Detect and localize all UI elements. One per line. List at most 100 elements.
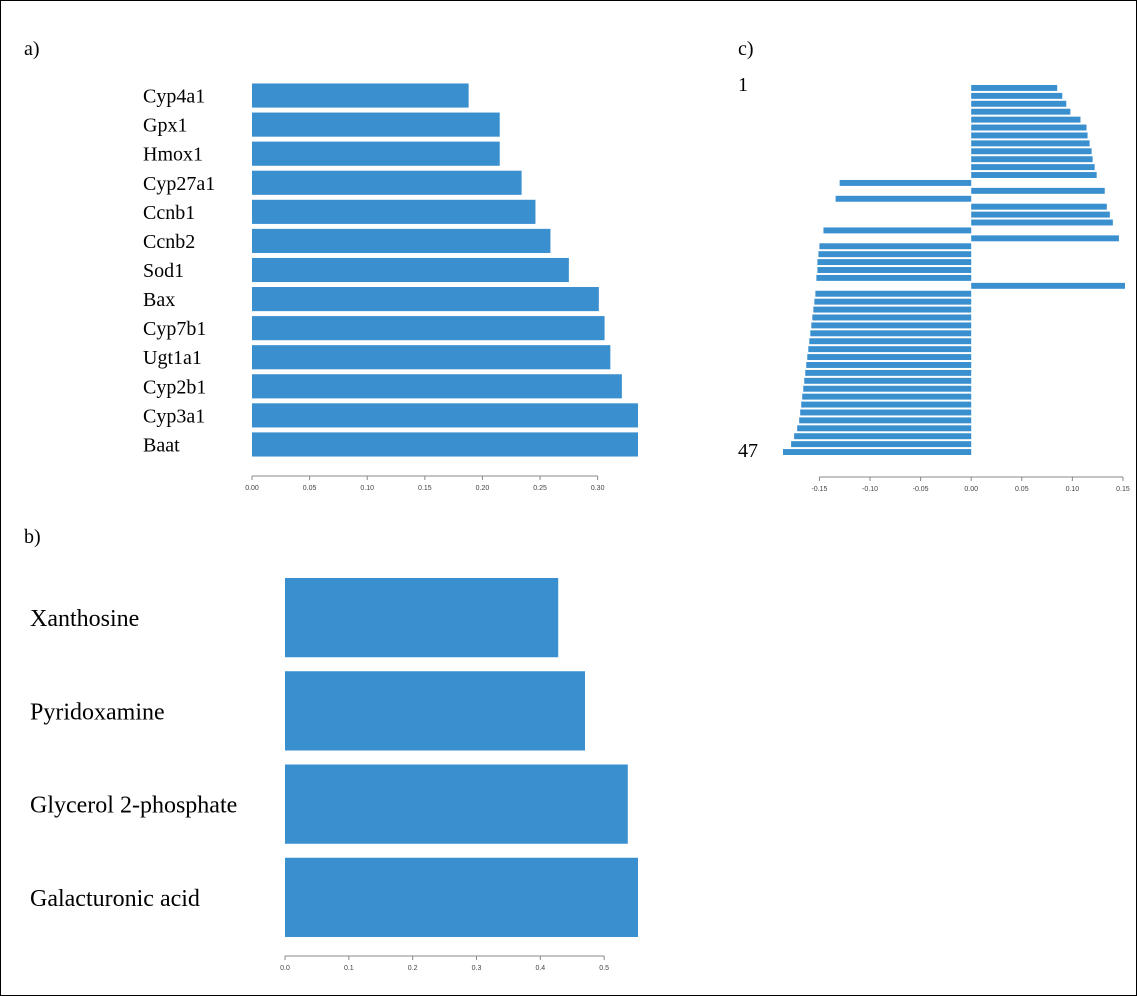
chart-c-first-label: 1 bbox=[738, 74, 748, 96]
chart-c-bar bbox=[971, 108, 1071, 115]
chart-c-bar bbox=[971, 164, 1095, 171]
chart-c-bar bbox=[804, 377, 972, 384]
chart-c-bar bbox=[819, 243, 972, 250]
chart-c-bar bbox=[971, 148, 1092, 155]
chart-c-bar bbox=[817, 267, 972, 273]
chart-c-bar bbox=[814, 298, 972, 305]
chart-a-bar bbox=[252, 316, 605, 341]
chart-a-category-label: Cyp3a1 bbox=[143, 405, 205, 427]
chart-a-category-label: Bax bbox=[143, 289, 175, 311]
chart-b-bar bbox=[285, 671, 586, 751]
chart-c-tick-label: 0.10 bbox=[1066, 486, 1080, 493]
chart-b-category-label: Xanthosine bbox=[30, 606, 139, 632]
chart-a-tick-label: 0.15 bbox=[418, 485, 432, 492]
chart-c-bar bbox=[807, 354, 972, 361]
chart-a-tick-label: 0.25 bbox=[533, 485, 547, 492]
chart-c-bar bbox=[806, 362, 972, 368]
chart-c-bar bbox=[971, 140, 1090, 147]
chart-c-bar bbox=[971, 116, 1081, 123]
chart-c-bar bbox=[802, 393, 972, 400]
chart-c-bar bbox=[971, 156, 1093, 163]
chart-c-bar bbox=[971, 211, 1110, 218]
chart-a-bar bbox=[252, 141, 500, 166]
chart-c-tick-label: 0.15 bbox=[1116, 486, 1130, 493]
chart-a-category-label: Ugt1a1 bbox=[143, 347, 202, 369]
chart-a-category-label: Cyp4a1 bbox=[143, 86, 205, 108]
chart-c-bar bbox=[835, 195, 972, 202]
chart-a-category-label: Ccnb1 bbox=[143, 202, 195, 224]
chart-c-bar bbox=[797, 425, 972, 432]
chart-a-tick-label: 0.00 bbox=[245, 485, 259, 492]
chart-c-tick-label: -0.15 bbox=[811, 486, 827, 493]
chart-a-bar bbox=[252, 199, 536, 224]
chart-a-bar bbox=[252, 170, 522, 195]
chart-c-bar bbox=[971, 124, 1087, 131]
chart-a-bar bbox=[252, 403, 638, 428]
chart-b-tick-label: 0.5 bbox=[599, 965, 609, 972]
chart-a-category-label: Hmox1 bbox=[143, 144, 203, 166]
chart-c-bar bbox=[812, 314, 972, 321]
chart-c-bar bbox=[813, 306, 972, 313]
chart-c-bar bbox=[816, 274, 972, 281]
chart-b-category-label: Pyridoxamine bbox=[30, 699, 165, 725]
chart-c-bar bbox=[810, 330, 972, 337]
panel-b-label: b) bbox=[24, 526, 41, 548]
chart-b-tick-label: 0.2 bbox=[408, 965, 418, 972]
chart-c-bar bbox=[817, 259, 972, 266]
chart-a-tick-label: 0.10 bbox=[360, 485, 374, 492]
chart-a: Cyp4a1 Gpx1 Hmox1 Cyp27a1 Ccnb1 Ccnb2 Sod1 Bax C… bbox=[143, 83, 638, 492]
chart-c-bar bbox=[815, 290, 972, 297]
chart-c-bar bbox=[791, 441, 972, 448]
chart-b: Xanthosine Pyridoxamine Glycerol 2-phospha… bbox=[30, 577, 638, 972]
chart-c-bar bbox=[783, 449, 972, 456]
chart-b-tick-label: 0.0 bbox=[280, 965, 290, 972]
chart-b-tick-label: 0.3 bbox=[472, 965, 482, 972]
chart-c-bar bbox=[971, 282, 1125, 289]
chart-b-category-label: Galacturonic acid bbox=[30, 886, 200, 912]
panel-c-label: c) bbox=[738, 38, 754, 60]
chart-a-category-label: Sod1 bbox=[143, 260, 184, 282]
chart-c-bar bbox=[818, 251, 972, 258]
chart-c-bar bbox=[971, 172, 1097, 178]
chart-b-category-label: Glycerol 2-phosphate bbox=[30, 793, 237, 819]
chart-a-bar bbox=[252, 432, 638, 457]
chart-b-bar bbox=[285, 577, 559, 658]
chart-c-bar bbox=[811, 322, 972, 329]
chart-a-bar bbox=[252, 257, 569, 283]
chart-b-tick-label: 0.1 bbox=[344, 965, 354, 972]
chart-a-category-label: Cyp2b1 bbox=[143, 376, 206, 398]
chart-c-tick-label: 0.05 bbox=[1015, 486, 1029, 493]
chart-c-tick-label: 0.00 bbox=[964, 486, 978, 493]
chart-c-last-label: 47 bbox=[738, 440, 758, 462]
chart-c-bar bbox=[971, 219, 1113, 226]
chart-c-bar bbox=[799, 417, 972, 424]
chart-c: -0.15 -0.10 -0.05 0.00 0.05 0.10 0.15 bbox=[783, 84, 1130, 493]
chart-c-bar bbox=[971, 235, 1119, 242]
chart-c-bar bbox=[805, 369, 972, 376]
chart-c-bar bbox=[971, 84, 1058, 91]
chart-a-tick-label: 0.30 bbox=[591, 485, 605, 492]
chart-c-bar bbox=[971, 92, 1063, 99]
chart-c-bar bbox=[809, 338, 972, 345]
chart-c-bar bbox=[971, 203, 1107, 210]
chart-c-bar bbox=[803, 385, 972, 392]
chart-a-bar bbox=[252, 112, 500, 137]
chart-a-category-label: Baat bbox=[143, 434, 180, 456]
chart-a-category-label: Gpx1 bbox=[143, 115, 187, 137]
chart-a-bar bbox=[252, 287, 599, 312]
chart-a-tick-label: 0.05 bbox=[303, 485, 317, 492]
chart-a-bar bbox=[252, 83, 469, 108]
chart-a-bar bbox=[252, 374, 622, 399]
chart-c-tick-label: -0.10 bbox=[862, 486, 878, 493]
chart-b-bar bbox=[285, 857, 638, 938]
chart-c-bar bbox=[794, 433, 972, 440]
chart-a-category-label: Cyp27a1 bbox=[143, 173, 215, 195]
chart-a-tick-label: 0.20 bbox=[476, 485, 490, 492]
chart-c-bar bbox=[808, 346, 972, 353]
chart-a-bar bbox=[252, 228, 551, 253]
panel-a-label: a) bbox=[24, 38, 40, 60]
chart-c-bar bbox=[971, 132, 1088, 139]
chart-c-bar bbox=[971, 187, 1105, 194]
chart-a-category-label: Cyp7b1 bbox=[143, 318, 206, 340]
